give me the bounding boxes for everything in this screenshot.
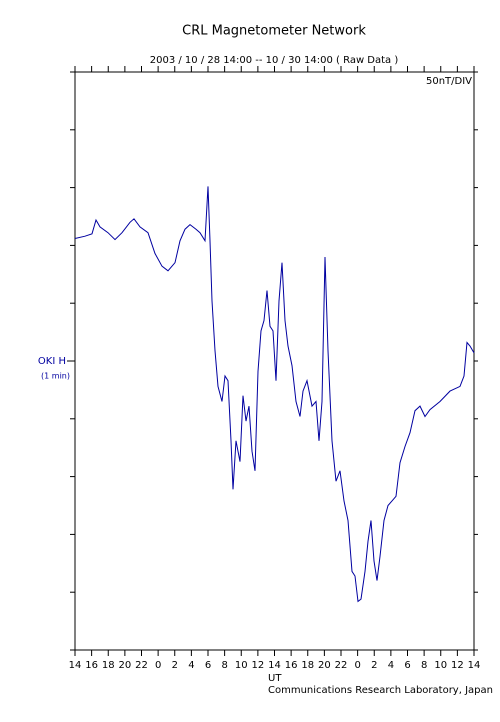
x-axis-label: UT <box>268 673 282 684</box>
credit: Communications Research Laboratory, Japa… <box>268 685 493 696</box>
x-tick-label: 4 <box>388 660 394 671</box>
x-tick-label: 20 <box>318 660 331 671</box>
chart-title: CRL Magnetometer Network <box>182 24 366 39</box>
x-tick-label: 6 <box>205 660 211 671</box>
x-tick-label: 10 <box>434 660 447 671</box>
x-tick-label: 18 <box>301 660 314 671</box>
x-tick-label: 12 <box>252 660 265 671</box>
x-tick-label: 10 <box>235 660 248 671</box>
x-tick-label: 12 <box>451 660 464 671</box>
x-tick-label: 6 <box>404 660 410 671</box>
x-tick-label: 16 <box>85 660 98 671</box>
x-tick-label: 4 <box>188 660 194 671</box>
x-tick-label: 22 <box>335 660 348 671</box>
x-tick-label: 8 <box>221 660 227 671</box>
x-tick-label: 2 <box>371 660 377 671</box>
scale-label: 50nT/DIV <box>426 76 472 87</box>
chart-subtitle: 2003 / 10 / 28 14:00 -- 10 / 30 14:00 ( … <box>150 55 399 66</box>
x-tick-label: 0 <box>354 660 360 671</box>
x-tick-label: 22 <box>135 660 148 671</box>
x-tick-label: 16 <box>285 660 298 671</box>
x-tick-label: 2 <box>172 660 178 671</box>
x-tick-label: 14 <box>69 660 82 671</box>
x-tick-label: 14 <box>468 660 481 671</box>
x-tick-label: 14 <box>268 660 281 671</box>
station-label: OKI H <box>38 356 66 367</box>
x-tick-label: 18 <box>102 660 115 671</box>
resolution-label: (1 min) <box>41 372 70 381</box>
x-tick-label: 8 <box>421 660 427 671</box>
x-tick-label: 20 <box>119 660 132 671</box>
x-tick-label: 0 <box>155 660 161 671</box>
data-line <box>74 186 475 603</box>
